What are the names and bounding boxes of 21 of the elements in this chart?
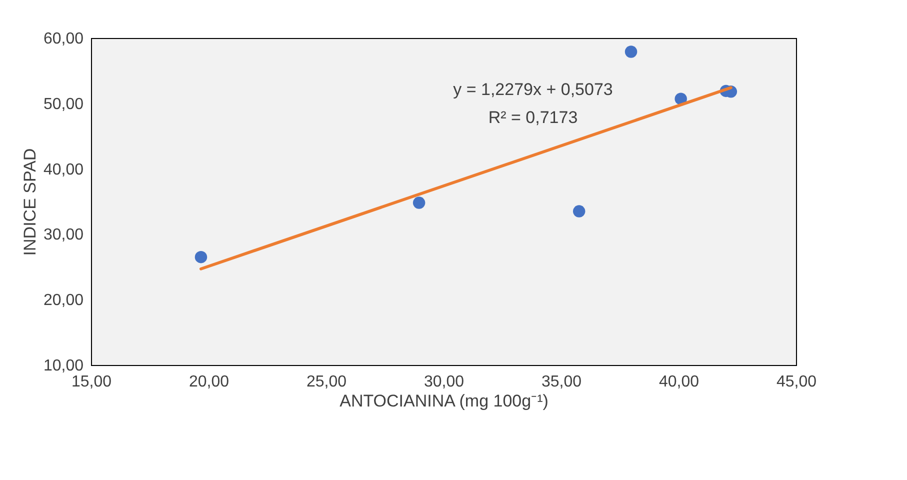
point [572, 205, 586, 218]
y-tick-label: 40,00 [43, 161, 84, 178]
point [194, 250, 208, 264]
point [624, 46, 638, 58]
x-tick-label: 25,00 [306, 374, 347, 390]
x-tick-label: 45,00 [776, 374, 817, 390]
annotation: R² = 0,7173 [488, 108, 578, 127]
x-tick-label: 40,00 [658, 374, 700, 390]
x-tick-label: 20,00 [188, 374, 230, 390]
y-tick-label: 10,00 [43, 358, 84, 374]
y-tick-label: 50,00 [43, 96, 84, 113]
point [412, 196, 426, 209]
y-tick-label: 30,00 [43, 226, 84, 244]
x-tick-label: 30,00 [424, 374, 464, 390]
x-axis-title: ANTOCIANINA (mg 100g⁻¹) [340, 392, 548, 410]
y-axis-title: INDICE SPAD [20, 148, 40, 256]
x-tick-label: 35,00 [541, 374, 582, 390]
y-tick-label: 60,00 [43, 30, 84, 48]
y-tick-label: 20,00 [43, 292, 84, 310]
x-tick-label: 15,00 [71, 374, 112, 390]
annotation: y = 1,2279x + 0,5073 [453, 80, 613, 99]
